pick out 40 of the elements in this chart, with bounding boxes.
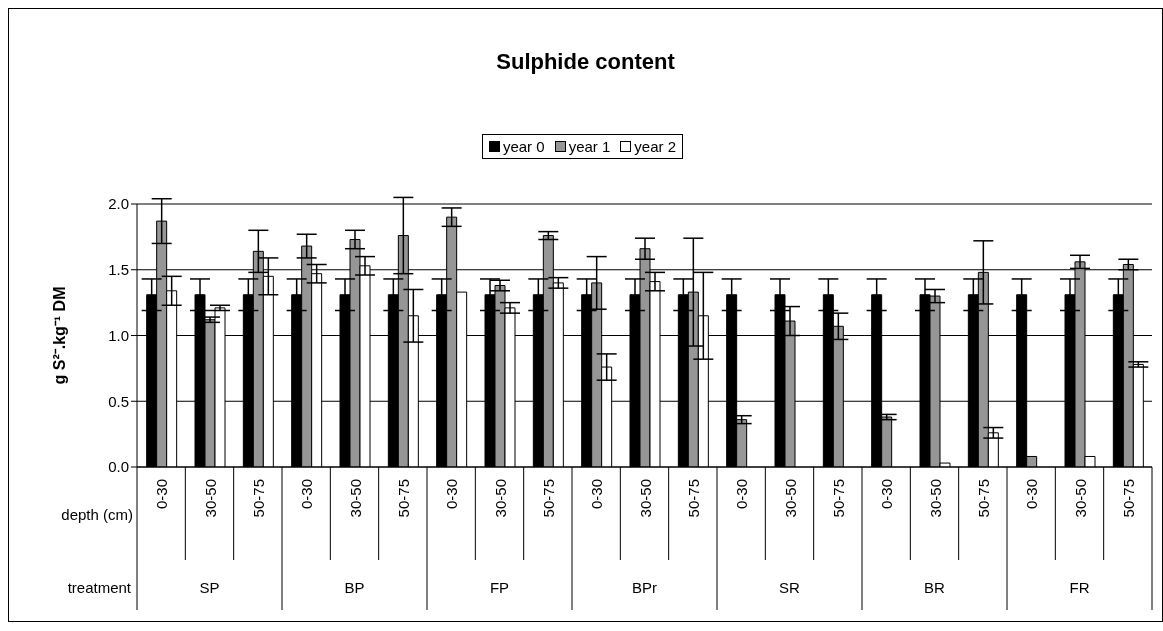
x-tick-label: 30-50	[636, 479, 654, 518]
x-tick-label: 30-50	[346, 479, 364, 518]
x-tick-label: 0-30	[1023, 479, 1041, 510]
x-tick-label: 0-30	[153, 479, 171, 510]
x-tick-label: 0-30	[733, 479, 751, 510]
y-tick-label: 1.0	[108, 326, 129, 344]
x-tick-label: 30-50	[1071, 479, 1089, 518]
x-tick-label: 50-75	[829, 479, 847, 518]
x-tick-label: 50-75	[394, 479, 412, 518]
x-axis-title: depth (cm)	[61, 506, 133, 523]
x-tick-label: 50-75	[539, 479, 557, 518]
x-tick-label: 50-75	[684, 479, 702, 518]
x-tick-label: 30-50	[491, 479, 509, 518]
y-tick-label: 2.0	[108, 195, 129, 213]
legend-label: year 1	[567, 138, 611, 155]
x-tick-label: 30-50	[201, 479, 219, 518]
legend-label: year 0	[501, 138, 545, 155]
text: SR	[779, 579, 801, 596]
x-tick-label: 30-50	[926, 479, 944, 518]
y-tick-label: 1.5	[108, 261, 129, 279]
text: BR	[924, 579, 946, 596]
x-tick-label: 0-30	[443, 479, 461, 510]
x-tick-label: 0-30	[588, 479, 606, 510]
x-tick-label: 0-30	[298, 479, 316, 510]
text: treatment	[67, 579, 132, 596]
text: BPr	[631, 579, 658, 596]
x-tick-label: 50-75	[249, 479, 267, 518]
x-tick-label: 50-75	[1119, 479, 1137, 518]
x-tick-label: 0-30	[878, 479, 896, 510]
text: SP	[199, 579, 220, 596]
text: FP	[489, 579, 510, 596]
text: BP	[344, 579, 365, 596]
chart-title: Sulphide content	[495, 49, 676, 75]
y-tick-label: 0.0	[108, 458, 129, 476]
y-axis-title: g S²⁻.kg⁻¹ DM	[50, 286, 68, 385]
x-tick-label: 50-75	[974, 479, 992, 518]
x-tick-label: 30-50	[781, 479, 799, 518]
text: FR	[1069, 579, 1090, 596]
legend-label: year 2	[633, 138, 677, 155]
y-tick-label: 0.5	[108, 392, 129, 410]
